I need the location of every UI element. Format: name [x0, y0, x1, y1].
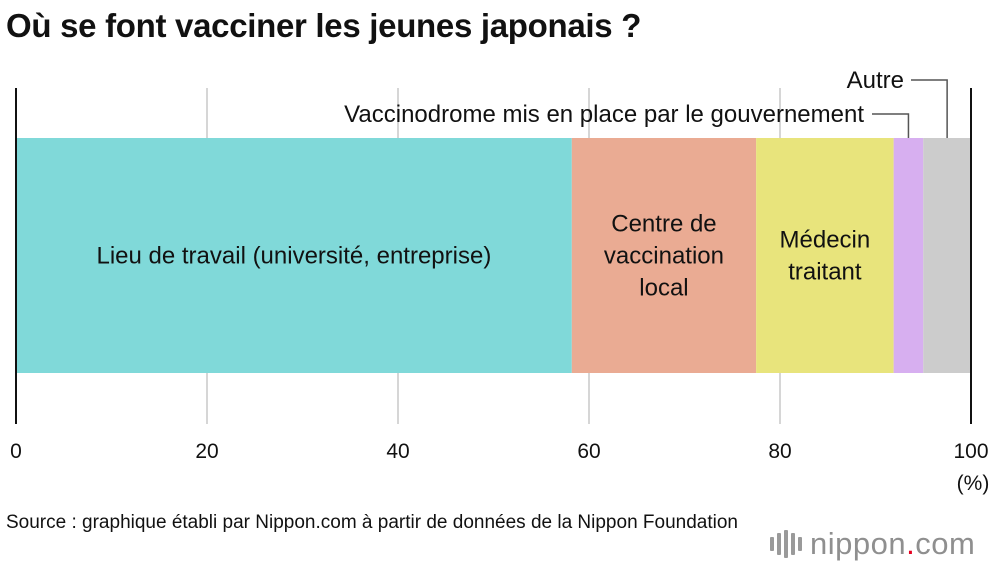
callout-label: Vaccinodrome mis en place par le gouvern… — [344, 101, 864, 128]
x-tick-label: 80 — [768, 440, 791, 463]
segment-label: Lieu de travail (université, entreprise) — [96, 243, 491, 270]
x-tick-label: 60 — [577, 440, 600, 463]
bar-segments — [16, 138, 971, 373]
x-tick-label: 0 — [10, 440, 22, 463]
bar-segment — [923, 138, 971, 373]
callout-label: Autre — [847, 67, 904, 94]
axis: 0 20 40 60 80 100 (%) — [10, 88, 989, 495]
brand-bars-icon — [770, 530, 802, 558]
segment-label: Médecin traitant — [780, 227, 871, 286]
callout-leader — [911, 79, 948, 138]
chart-title: Où se font vacciner les jeunes japonais … — [6, 7, 642, 44]
brand-name: nippon.com — [810, 526, 976, 561]
source-note: Source : graphique établi par Nippon.com… — [6, 512, 738, 533]
stacked-bar-chart: 0 20 40 60 80 100 (%) Lieu de travail (univers… — [10, 67, 989, 495]
x-tick-label: 40 — [386, 440, 409, 463]
x-unit-label: (%) — [957, 472, 990, 495]
brand-logo: nippon.com — [770, 524, 975, 564]
x-tick-label: 20 — [195, 440, 218, 463]
bar-segment — [571, 138, 757, 373]
x-tick-label: 100 — [953, 440, 988, 463]
callout-leader — [872, 113, 910, 138]
bar-segment — [16, 138, 572, 373]
segment-labels: Lieu de travail (université, entreprise)… — [96, 211, 870, 302]
callouts: Vaccinodrome mis en place par le gouvern… — [344, 67, 948, 138]
bar-segment — [893, 138, 924, 373]
segment-label: Centre de vaccination local — [604, 211, 724, 302]
bar-segment — [756, 138, 894, 373]
